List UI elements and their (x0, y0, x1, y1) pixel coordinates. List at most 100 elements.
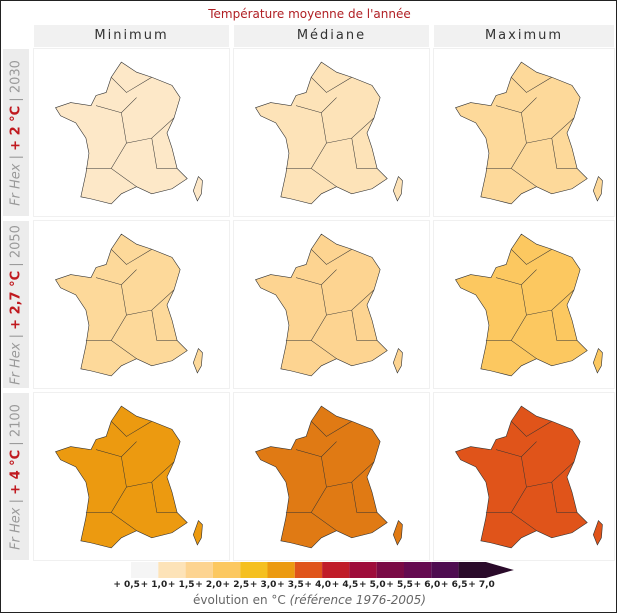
map-panel-2050-maximum (434, 221, 614, 388)
row-prefix: Fr Hex (8, 342, 24, 385)
legend-tick-label: + 2,5 (222, 580, 250, 590)
column-header-minimum: Minimum (34, 25, 229, 47)
corsica (192, 176, 203, 202)
legend-tick-label: + 7,0 (468, 580, 495, 590)
map-panel-2050-minimum (34, 221, 229, 388)
map-panel-2030-maximum (434, 49, 614, 216)
legend-tick-label: + 4,0 (304, 580, 332, 590)
map-panel-2030-médiane (234, 49, 429, 216)
legend-tick-label: + 4,5 (331, 580, 359, 590)
legend-tick-label: + 6,5 (440, 580, 468, 590)
france-mainland (55, 405, 188, 549)
column-header-mediane: Médiane (234, 25, 429, 47)
map-panel-2100-maximum (434, 393, 614, 560)
legend-swatch (212, 562, 241, 578)
france-map (55, 405, 203, 549)
france-map (55, 61, 203, 205)
legend-ticks: + 0,5+ 1,0+ 1,5+ 2,0+ 2,5+ 3,0+ 3,5+ 4,0… (113, 580, 495, 590)
legend-tick-label: + 6,0 (413, 580, 441, 590)
corsica (392, 520, 403, 546)
row-prefix: Fr Hex (8, 507, 24, 550)
figure-title: Température moyenne de l'année (208, 7, 411, 21)
legend-tick-label: + 3,0 (249, 580, 277, 590)
row-separator: | (8, 329, 24, 342)
france-map (255, 61, 403, 205)
legend-caption-reference: (référence 1976-2005) (289, 593, 426, 607)
row-separator: | (8, 150, 24, 164)
region-borders (85, 77, 178, 187)
row-separator: | (8, 494, 24, 508)
region-borders (485, 249, 578, 359)
legend-tick-label: + 1,0 (140, 580, 168, 590)
row-header-2030: Fr Hex | + 2 °C | 2030 (3, 49, 29, 216)
legend-swatch (131, 562, 159, 578)
region-borders (485, 77, 578, 187)
france-map (455, 405, 603, 549)
row-prefix: Fr Hex (8, 163, 24, 206)
legend-swatch (322, 562, 350, 578)
legend-tick-label: + 5,0 (359, 580, 386, 590)
legend-swatch (158, 562, 186, 578)
map-panel-2100-minimum (34, 393, 229, 560)
region-borders (85, 249, 178, 359)
corsica (192, 520, 203, 546)
legend-swatch (431, 562, 459, 578)
row-warming-level: + 2,7 °C (8, 270, 24, 330)
row-warming-level: + 4 °C (8, 449, 24, 495)
row-label: Fr Hex | + 4 °C | 2100 (9, 404, 24, 550)
france-map (255, 405, 403, 549)
france-mainland (55, 233, 188, 377)
france-mainland (455, 405, 588, 549)
france-mainland (455, 233, 588, 377)
legend-caption-text: évolution en °C (193, 593, 286, 607)
legend-caption: évolution en °C (référence 1976-2005) (1, 593, 616, 607)
region-borders (285, 249, 378, 359)
legend-swatch (185, 562, 213, 578)
color-scale-legend (131, 562, 514, 578)
row-year: 2030 (8, 59, 24, 93)
region-borders (85, 421, 178, 531)
legend-tick-label: + 0,5 (113, 580, 140, 590)
corsica (592, 520, 603, 546)
row-warming-level: + 2 °C (8, 105, 24, 151)
row-year: 2100 (8, 403, 24, 437)
corsica (192, 348, 203, 374)
france-map (255, 233, 403, 377)
legend-swatch (294, 562, 323, 578)
legend-tick-label: + 3,5 (277, 580, 304, 590)
row-header-2100: Fr Hex | + 4 °C | 2100 (3, 393, 29, 560)
france-mainland (255, 405, 388, 549)
legend-swatch (240, 562, 268, 578)
france-mainland (255, 61, 388, 205)
legend-swatch (267, 562, 295, 578)
row-separator: | (8, 92, 24, 106)
france-mainland (55, 61, 188, 205)
corsica (392, 176, 403, 202)
row-separator: | (8, 436, 24, 450)
column-header-maximum: Maximum (434, 25, 614, 47)
map-panel-2030-minimum (34, 49, 229, 216)
france-map (455, 233, 603, 377)
legend-swatch (458, 562, 514, 578)
map-panel-2100-médiane (234, 393, 429, 560)
region-borders (285, 77, 378, 187)
row-separator: | (8, 257, 24, 271)
map-panel-2050-médiane (234, 221, 429, 388)
france-map (55, 233, 203, 377)
row-header-2050: Fr Hex | + 2,7 °C | 2050 (3, 221, 29, 388)
corsica (392, 348, 403, 374)
legend-tick-label: + 2,0 (195, 580, 222, 590)
region-borders (485, 421, 578, 531)
legend-tick-label: + 5,5 (386, 580, 413, 590)
france-mainland (255, 233, 388, 377)
region-borders (285, 421, 378, 531)
legend-swatch (349, 562, 377, 578)
france-mainland (455, 61, 588, 205)
legend-tick-label: + 1,5 (167, 580, 195, 590)
row-year: 2050 (8, 224, 24, 258)
legend-swatch (404, 562, 432, 578)
row-label: Fr Hex | + 2,7 °C | 2050 (9, 225, 24, 385)
corsica (592, 348, 603, 374)
corsica (592, 176, 603, 202)
